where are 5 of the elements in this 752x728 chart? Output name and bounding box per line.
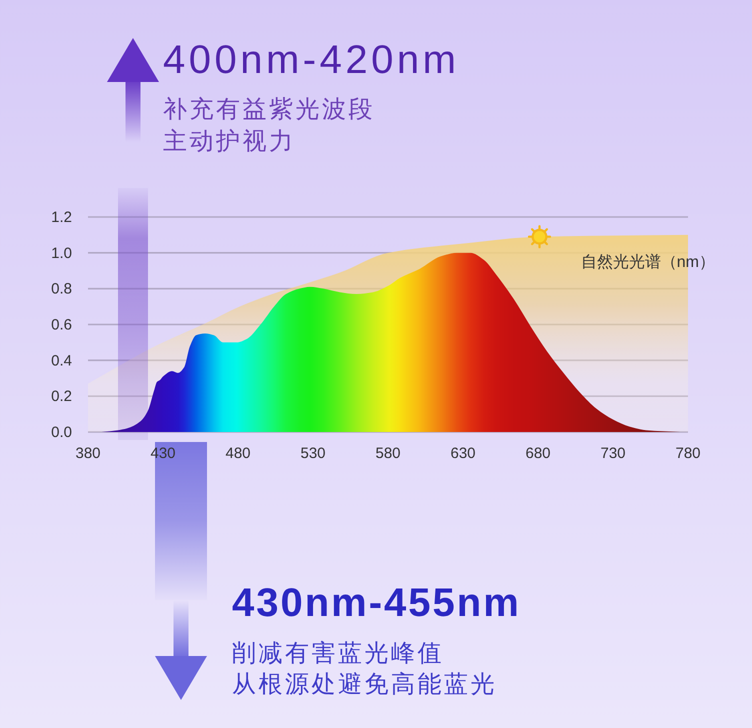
annotation: 削减有害蓝光峰值 [232,640,444,667]
annotation: 补充有益紫光波段 [163,96,375,123]
annotation: 从根源处避免高能蓝光 [232,671,497,698]
annotation: 主动护视力 [163,128,296,155]
annotation: 430nm-455nm [232,581,521,625]
